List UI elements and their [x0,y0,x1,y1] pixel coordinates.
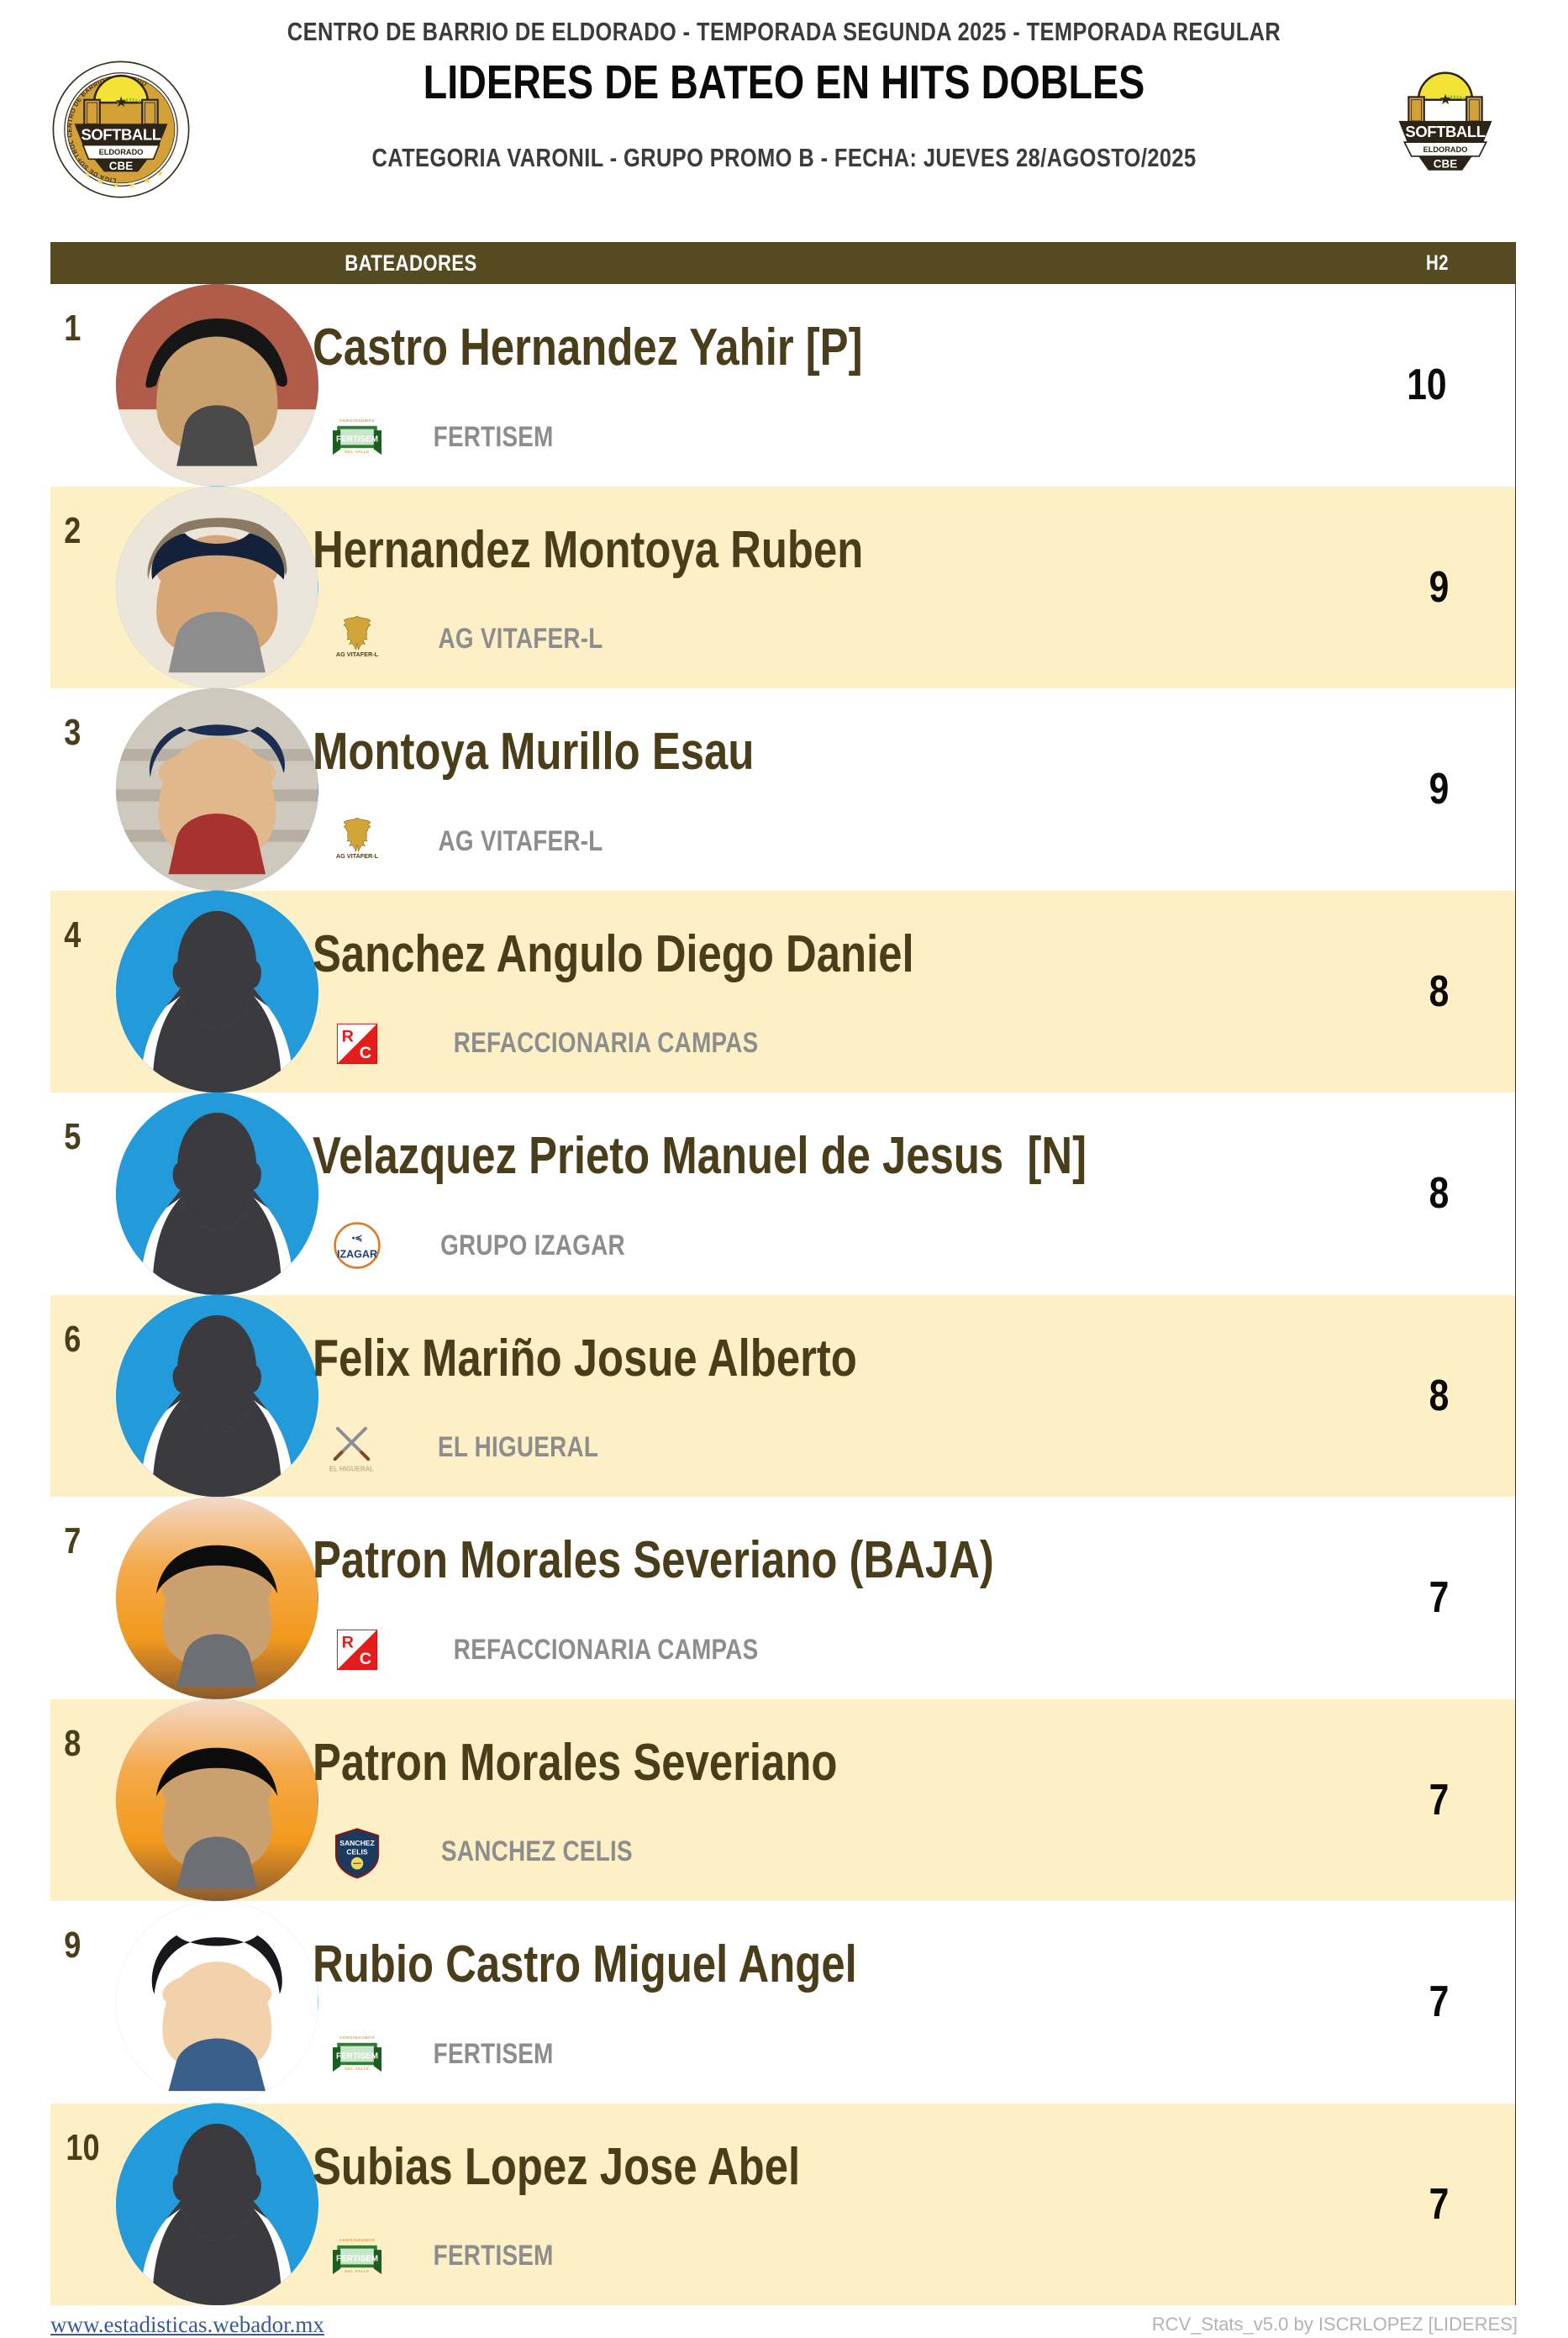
svg-text:CBE: CBE [109,160,133,172]
svg-text:★: ★ [1439,92,1451,108]
svg-text:ELDORADO: ELDORADO [99,148,144,156]
svg-text:SOFTBALL: SOFTBALL [1405,123,1485,140]
svg-text:★: ★ [113,182,120,191]
svg-text:★: ★ [144,177,151,187]
svg-text:CBE: CBE [1434,157,1457,170]
svg-text:ELDORADO: ELDORADO [1423,145,1468,154]
svg-text:★: ★ [128,182,135,191]
svg-text:★: ★ [114,94,127,110]
svg-text:SOFTBALL: SOFTBALL [81,126,160,144]
svg-text:★: ★ [156,169,164,178]
svg-text:★: ★ [97,178,104,187]
svg-text:★: ★ [83,171,91,180]
